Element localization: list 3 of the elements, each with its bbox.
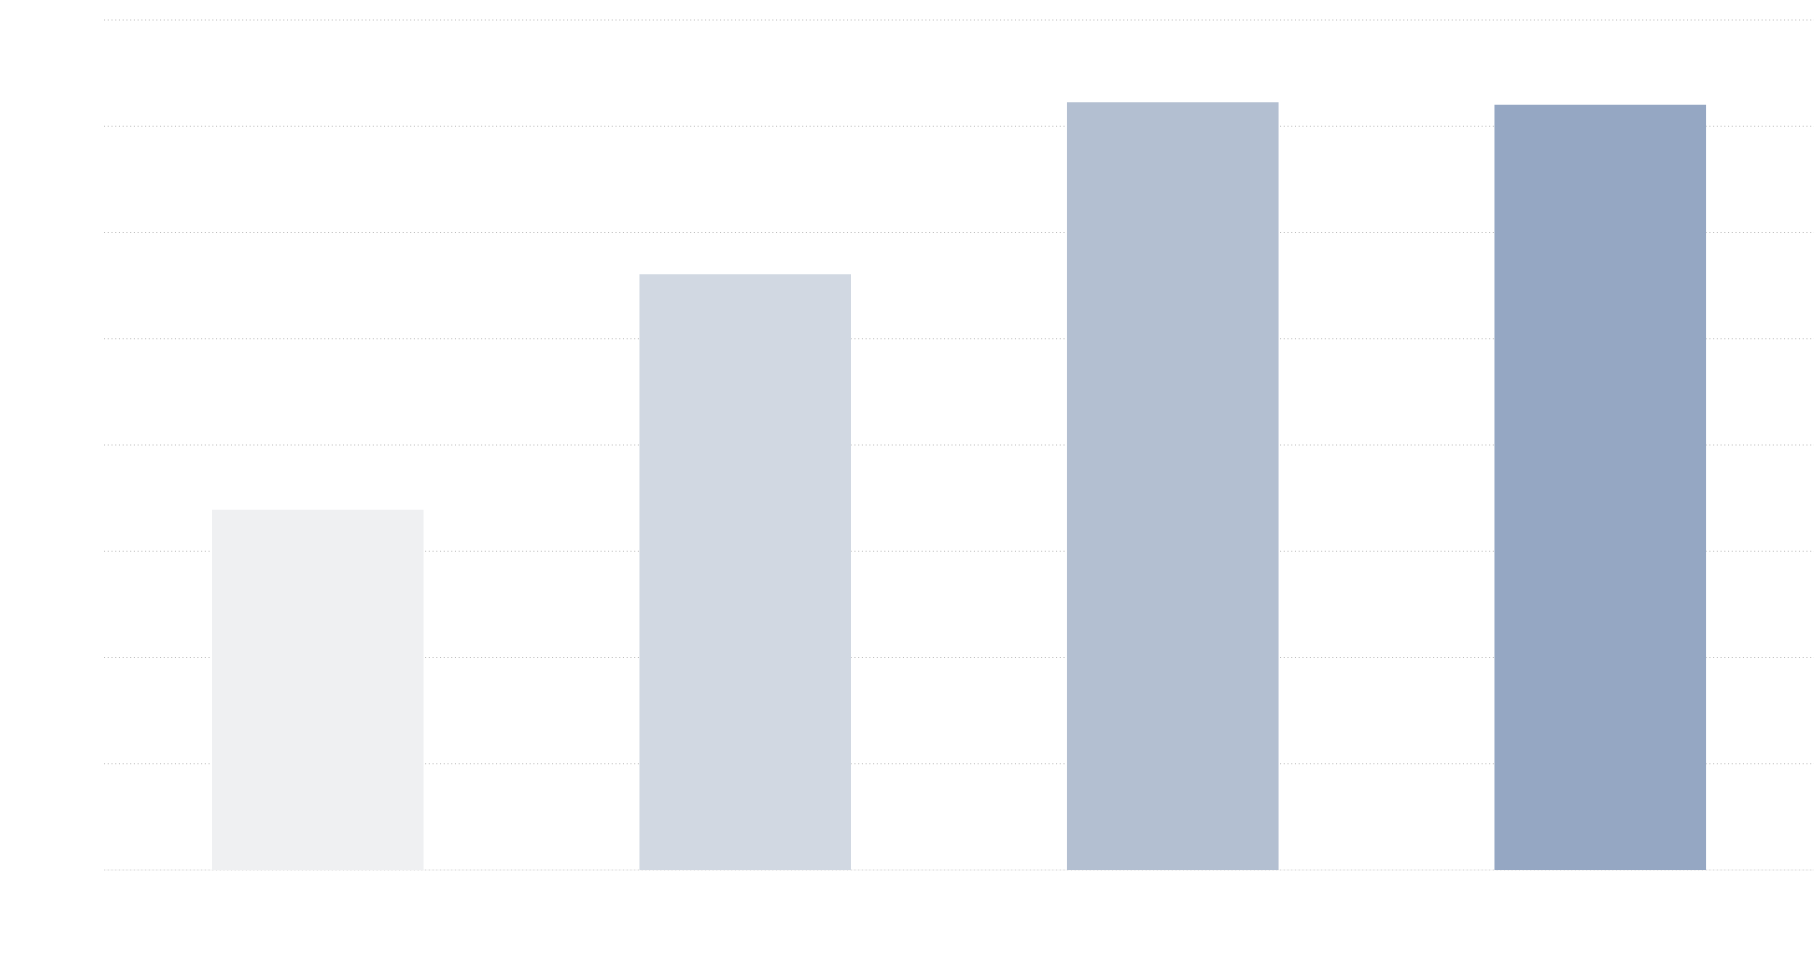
bar <box>1494 104 1707 870</box>
bar <box>639 274 852 870</box>
bar <box>1066 102 1279 870</box>
